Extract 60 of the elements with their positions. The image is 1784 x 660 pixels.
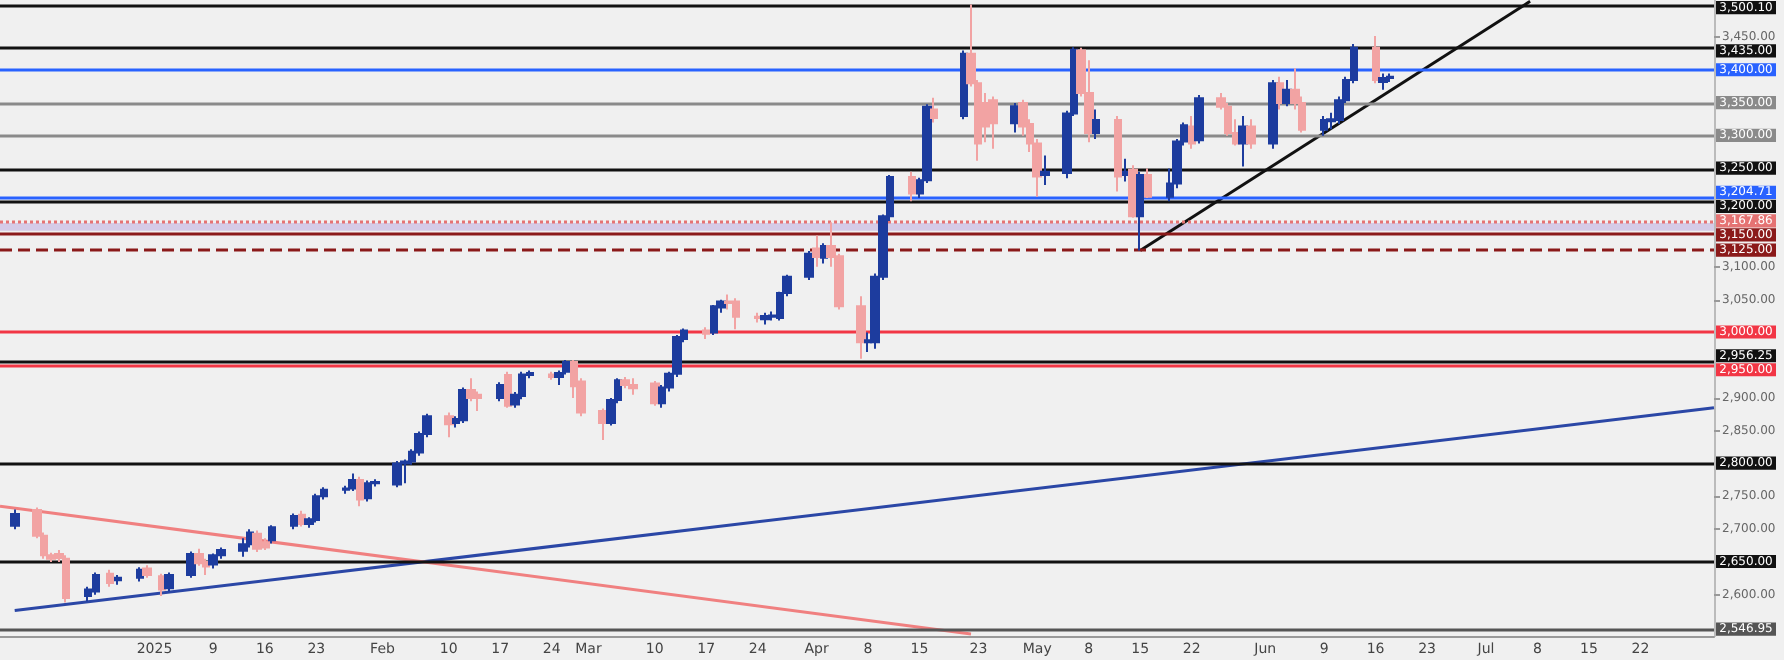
candlestick	[1372, 35, 1380, 85]
candlestick	[1040, 154, 1050, 186]
candlestick	[290, 512, 298, 531]
candlestick	[1320, 115, 1328, 137]
candlestick	[238, 537, 248, 558]
candlestick	[356, 475, 364, 508]
candlestick	[194, 547, 204, 567]
candlestick	[252, 529, 262, 554]
candlestick	[930, 96, 938, 124]
candlestick	[1378, 72, 1388, 91]
candlestick	[260, 537, 270, 552]
candlestick	[186, 550, 196, 579]
candlestick	[1122, 157, 1130, 183]
candlestick	[62, 554, 70, 604]
candlestick	[136, 566, 144, 583]
candlestick	[1386, 72, 1394, 83]
candlestick	[1114, 115, 1122, 193]
candlestick	[312, 492, 320, 524]
candlestick	[92, 571, 100, 596]
candlestick	[114, 574, 122, 586]
candlestick	[1188, 115, 1196, 150]
candlestick	[1092, 108, 1100, 140]
candlestick	[988, 95, 998, 150]
candlestick	[754, 311, 762, 324]
candlestick	[298, 509, 306, 528]
candlestick	[496, 381, 504, 403]
candlestick	[1238, 115, 1248, 168]
candlestick	[518, 370, 526, 401]
candlestick	[760, 311, 770, 326]
candlestick	[1144, 167, 1152, 200]
candlestick	[1268, 78, 1278, 150]
candlestick	[812, 234, 822, 268]
candlestick	[392, 459, 402, 489]
candlestick	[106, 568, 114, 588]
candlestick	[1276, 75, 1284, 111]
candlestick	[458, 386, 468, 424]
candlestick	[142, 564, 152, 579]
candlestick	[620, 376, 630, 390]
candlestick	[216, 546, 226, 560]
candlestick	[164, 571, 174, 593]
candlestick	[466, 377, 476, 403]
candlestick	[702, 326, 710, 340]
candlestick	[628, 377, 638, 396]
candlestick	[548, 370, 556, 381]
candlestick	[598, 407, 608, 441]
candlestick	[1136, 170, 1144, 252]
candlestick	[504, 370, 512, 409]
candlestick	[1246, 118, 1256, 150]
candlestick	[202, 557, 210, 577]
candlestick	[268, 524, 276, 545]
candlestick	[10, 508, 20, 531]
candlestick	[444, 411, 454, 439]
candlestick	[710, 303, 718, 337]
candlestick	[804, 250, 814, 281]
candlestick	[1194, 94, 1204, 145]
candlestick	[208, 552, 218, 570]
candlestick	[364, 479, 372, 503]
candlestick	[856, 295, 866, 360]
candlestick	[732, 297, 740, 331]
candlestick	[908, 170, 916, 203]
